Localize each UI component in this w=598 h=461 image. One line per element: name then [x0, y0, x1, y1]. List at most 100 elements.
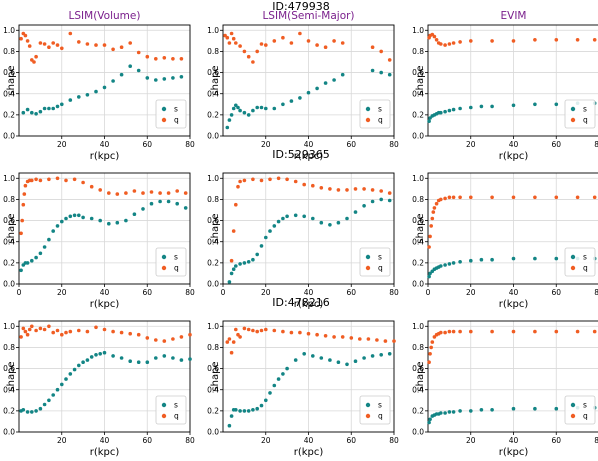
x-tick-label: 20 [57, 288, 67, 297]
y-tick-label: 0.6 [412, 364, 424, 373]
point-s [427, 420, 431, 425]
legend-marker-s [161, 106, 167, 112]
y-tick-label: 1.0 [3, 174, 15, 183]
series-q [427, 195, 597, 249]
point-q [171, 337, 175, 341]
point-q [251, 60, 255, 64]
point-q [432, 34, 437, 39]
point-s [554, 406, 559, 411]
point-q [246, 54, 251, 59]
point-q [21, 202, 26, 207]
point-q [366, 337, 371, 341]
panel-2-3: 0 20 40 60 80 0.0 0.2 0.4 0.6 0.8 1.0 r(kpc) shape sq [412, 172, 598, 310]
point-q [124, 191, 128, 195]
point-s [272, 383, 277, 388]
point-q [430, 216, 435, 221]
point-q [111, 47, 115, 52]
point-q [370, 188, 375, 192]
x-tick-label: 80 [594, 140, 598, 149]
point-s [246, 409, 251, 413]
y-tick-label: 0.2 [412, 406, 424, 415]
point-s [443, 109, 447, 114]
y-tick-label: 0.4 [3, 237, 15, 246]
point-q [19, 231, 23, 236]
point-s [85, 93, 90, 97]
legend-label-q: q [583, 412, 588, 421]
point-q [319, 186, 324, 190]
point-s [370, 354, 375, 358]
x-tick-label: 60 [551, 288, 561, 297]
legend-label-s: s [174, 253, 178, 262]
legend-marker-s [161, 402, 167, 408]
legend-marker-q [365, 265, 371, 271]
point-q [231, 340, 236, 344]
x-tick-label: 20 [261, 288, 271, 297]
point-s [511, 103, 516, 108]
y-tick-label: 0.6 [412, 216, 424, 225]
point-s [340, 72, 345, 77]
point-s [533, 102, 537, 107]
point-q [511, 329, 516, 334]
point-q [149, 190, 154, 194]
point-q [451, 195, 456, 200]
point-q [427, 360, 431, 365]
point-s [21, 408, 26, 412]
panel-title: LSIM(Volume) [69, 10, 141, 22]
point-q [179, 57, 184, 61]
legend-box [564, 395, 596, 425]
y-tick-label: 0.2 [3, 258, 15, 267]
point-s [225, 125, 230, 130]
point-q [490, 329, 494, 334]
point-q [293, 179, 298, 184]
point-q [428, 352, 432, 356]
point-q [458, 40, 462, 44]
point-s [554, 102, 559, 107]
point-q [447, 42, 452, 46]
point-s [268, 229, 272, 233]
point-s [21, 110, 26, 115]
legend-marker-q [570, 265, 576, 271]
x-tick-label: 60 [142, 140, 152, 149]
point-q [264, 43, 268, 47]
y-tick-label: 0.6 [3, 216, 15, 225]
point-q [94, 325, 98, 330]
point-s [293, 358, 298, 362]
point-q [554, 329, 559, 334]
y-tick-label: 0.4 [412, 89, 424, 98]
point-s [251, 257, 255, 262]
point-s [443, 411, 447, 415]
point-s [490, 104, 494, 109]
point-s [554, 256, 559, 261]
point-q [272, 328, 277, 333]
point-s [533, 256, 537, 261]
y-tick-label: 0.4 [412, 237, 424, 246]
point-s [379, 70, 384, 75]
point-q [229, 350, 234, 355]
point-q [447, 329, 452, 334]
point-q [77, 40, 81, 44]
point-q [55, 328, 60, 333]
point-s [336, 220, 341, 225]
point-q [298, 330, 302, 335]
y-tick-label: 0.4 [207, 237, 219, 246]
point-s [285, 214, 289, 219]
point-s [89, 355, 94, 359]
legend: sq [155, 99, 187, 129]
point-s [132, 212, 137, 216]
series-s [227, 197, 392, 284]
point-q [21, 326, 26, 331]
series-s [21, 64, 184, 116]
point-q [259, 178, 264, 183]
point-s [234, 103, 238, 108]
point-s [68, 372, 73, 376]
legend-label-q: q [378, 116, 383, 125]
point-s [234, 264, 238, 268]
point-s [229, 113, 234, 117]
point-q [145, 54, 150, 59]
point-q [27, 327, 32, 332]
point-q [227, 41, 232, 45]
point-s [255, 406, 259, 411]
point-q [469, 329, 473, 334]
point-q [428, 234, 432, 239]
